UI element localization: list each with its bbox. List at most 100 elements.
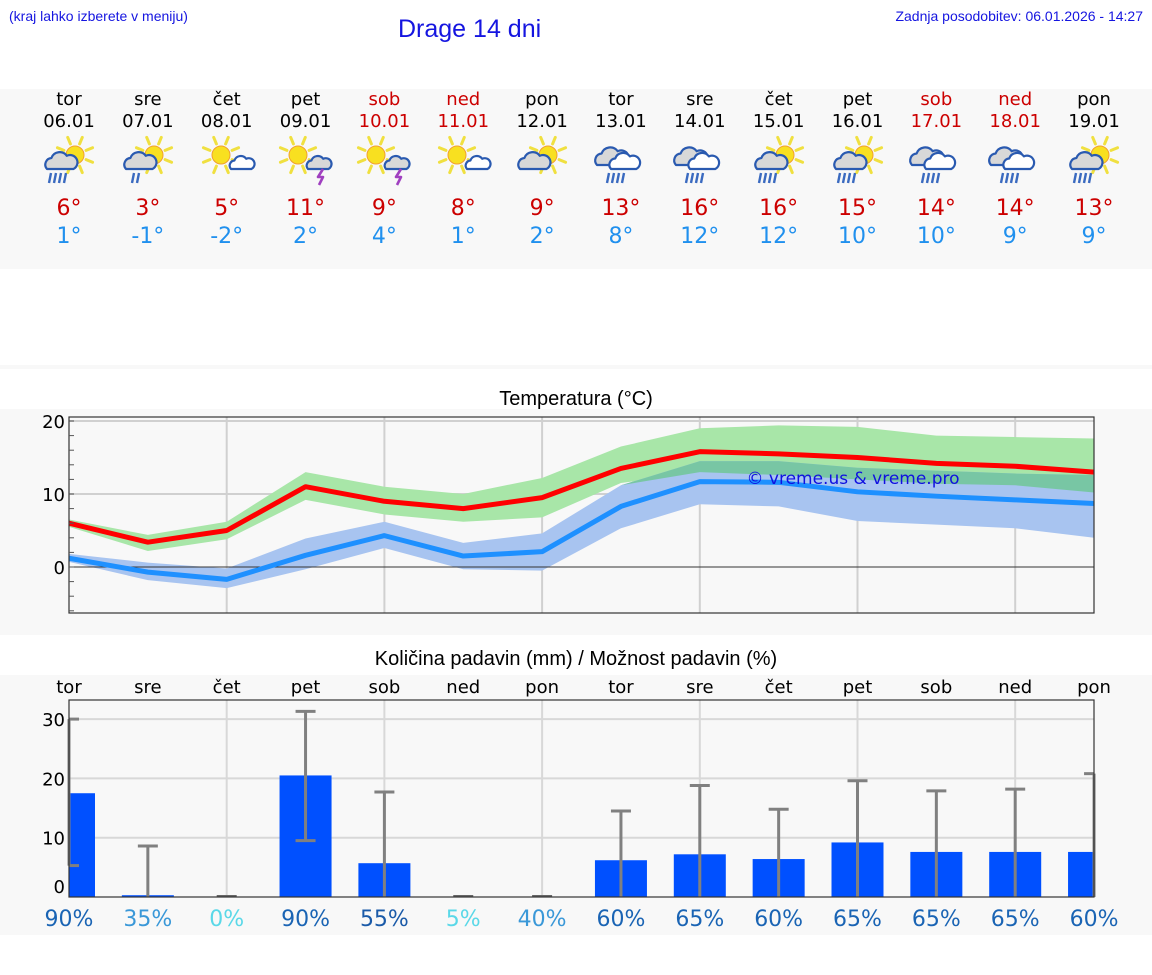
day-column: ned 11.01 8° 1° — [424, 89, 503, 251]
day-column: tor 06.01 6° 1° — [30, 89, 109, 251]
precip-probability: 55% — [360, 907, 409, 932]
day-name: tor — [56, 89, 82, 110]
daily-forecast-band — [0, 89, 1152, 269]
sun-small-cloud-icon — [201, 135, 256, 175]
day-label: ned — [998, 677, 1032, 698]
day-column: pon 12.01 9° 2° — [503, 89, 582, 251]
day-date: 15.01 — [752, 111, 805, 132]
day-label: sre — [134, 677, 161, 698]
day-name: pet — [290, 89, 321, 110]
day-column: sob 17.01 14° 10° — [897, 89, 976, 251]
temperature-chart: 0 10 20 © vreme.us & vreme.pro — [42, 412, 1095, 614]
day-date: 09.01 — [279, 111, 332, 132]
temp-min: 9° — [1002, 224, 1028, 249]
temp-min: 12° — [759, 224, 799, 249]
temp-min: 4° — [371, 224, 397, 249]
sun-thunderstorm-icon — [278, 135, 333, 186]
day-name: čet — [764, 89, 793, 110]
precip-probability: 65% — [991, 907, 1040, 932]
watermark: © vreme.us & vreme.pro — [746, 469, 959, 489]
precip-probability: 65% — [833, 907, 882, 932]
day-column: tor 13.01 13° 8° — [581, 89, 660, 251]
temp-max: 3° — [135, 196, 161, 221]
last-updated: Zadnja posodobitev: 06.01.2026 - 14:27 — [895, 8, 1143, 24]
day-label: čet — [765, 677, 793, 698]
precip-chart-title: Količina padavin (mm) / Možnost padavin … — [374, 648, 778, 670]
day-label: sob — [368, 677, 400, 698]
day-date: 11.01 — [437, 111, 490, 132]
day-name: sob — [920, 89, 953, 110]
day-label: tor — [608, 677, 634, 698]
svg-text:10: 10 — [42, 829, 65, 850]
day-label: pet — [291, 677, 321, 698]
day-name: tor — [608, 89, 634, 110]
day-name: sre — [686, 89, 714, 110]
temp-max: 14° — [916, 196, 956, 221]
day-label: pon — [525, 677, 559, 698]
day-column: sre 07.01 3° -1° — [108, 89, 187, 251]
precip-probability: 60% — [754, 907, 803, 932]
temp-min: 9° — [1081, 224, 1107, 249]
temp-min: 2° — [293, 224, 319, 249]
day-date: 17.01 — [910, 111, 963, 132]
day-date: 13.01 — [595, 111, 647, 132]
temp-min: -2° — [210, 224, 244, 249]
precip-probability: 60% — [1070, 907, 1119, 932]
day-label: čet — [213, 677, 241, 698]
separator-band — [0, 365, 1152, 369]
temp-min: 10° — [916, 224, 956, 249]
svg-text:0: 0 — [54, 558, 65, 579]
temp-min: -1° — [131, 224, 165, 249]
day-column: sob 10.01 9° 4° — [345, 89, 424, 251]
day-name: pon — [525, 89, 560, 110]
temp-min: 2° — [529, 224, 555, 249]
svg-text:30: 30 — [42, 710, 65, 731]
cloud-rain-icon — [594, 146, 642, 184]
temp-max: 16° — [759, 196, 799, 221]
temp-max: 16° — [680, 196, 720, 221]
precip-probability: 65% — [912, 907, 961, 932]
day-label: sob — [920, 677, 952, 698]
temp-max: 5° — [214, 196, 240, 221]
day-label: ned — [446, 677, 480, 698]
sun-cloud-light-rain-icon — [123, 135, 173, 184]
precip-bar — [1068, 851, 1094, 897]
precip-probability: 0% — [209, 907, 244, 932]
day-label: sre — [686, 677, 713, 698]
temp-min: 10° — [838, 224, 877, 249]
day-column: čet 15.01 16° 12° — [739, 89, 818, 251]
precip-probability: 65% — [675, 907, 724, 932]
temp-min: 1° — [450, 224, 476, 249]
sun-cloud-rain-icon — [753, 135, 804, 184]
day-column: čet 08.01 5° -2° — [187, 89, 266, 251]
precip-probability: 90% — [281, 907, 330, 932]
day-name: ned — [998, 89, 1033, 110]
day-column: pet 16.01 15° 10° — [818, 89, 897, 251]
temp-max: 14° — [995, 196, 1035, 221]
temp-min: 12° — [680, 224, 720, 249]
sun-cloud-rain-icon — [1069, 135, 1120, 184]
day-date: 12.01 — [516, 111, 568, 132]
cloud-rain-icon — [909, 146, 957, 184]
temp-max: 8° — [450, 196, 476, 221]
day-date: 16.01 — [831, 111, 884, 132]
day-column: pon 19.01 13° 9° — [1055, 89, 1134, 251]
sun-cloud-rain-icon — [44, 135, 95, 184]
daily-forecast: tor 06.01 6° 1° sre 07.01 3° -1° čet 08.01 5° -2° pe… — [0, 89, 1152, 269]
day-date: 19.01 — [1068, 111, 1120, 132]
day-date: 06.01 — [43, 111, 95, 132]
sun-small-cloud-icon — [438, 135, 492, 175]
day-column: ned 18.01 14° 9° — [976, 89, 1055, 251]
precip-probability: 5% — [446, 907, 481, 932]
svg-text:10: 10 — [42, 485, 65, 506]
day-name: ned — [446, 89, 481, 110]
day-name: pet — [842, 89, 873, 110]
day-name: čet — [212, 89, 241, 110]
day-date: 18.01 — [989, 111, 1041, 132]
sun-thunderstorm-icon — [357, 135, 411, 186]
sun-cloud-icon — [517, 135, 568, 175]
temp-min: 8° — [608, 224, 634, 249]
day-column: sre 14.01 16° 12° — [660, 89, 739, 251]
precip-probability: 35% — [123, 907, 172, 932]
day-label: tor — [56, 677, 82, 698]
